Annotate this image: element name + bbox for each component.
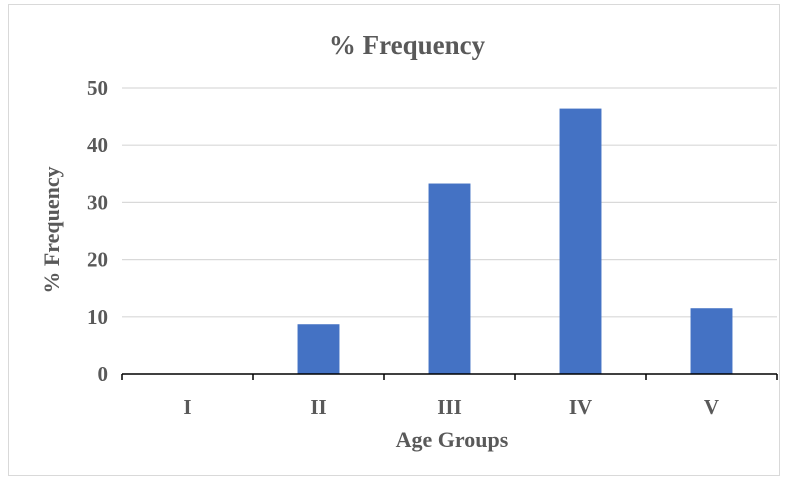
y-tick-label: 0 [98, 362, 109, 386]
x-tick-label: III [437, 395, 462, 419]
x-tick-label: IV [569, 395, 592, 419]
y-tick-label: 20 [87, 248, 108, 272]
bar-ii [297, 324, 340, 374]
y-tick-label: 30 [87, 190, 108, 214]
x-tick-label: I [183, 395, 191, 419]
bar-iii [428, 183, 471, 374]
y-tick-label: 50 [87, 76, 108, 100]
x-axis [121, 373, 778, 380]
y-axis-title: % Frequency [39, 166, 64, 293]
bar-v [690, 308, 733, 374]
bars [297, 108, 733, 374]
chart-frame [8, 4, 780, 476]
y-tick-labels: 0 10 20 30 40 50 [87, 76, 108, 386]
y-tick-label: 40 [87, 133, 108, 157]
bar-iv [559, 108, 602, 374]
x-tick-label: V [704, 395, 719, 419]
chart-title: % Frequency [329, 30, 486, 60]
y-tick-label: 10 [87, 305, 108, 329]
x-axis-title: Age Groups [396, 427, 509, 452]
x-tick-label: II [310, 395, 326, 419]
x-tick-labels: I II III IV V [183, 395, 719, 419]
